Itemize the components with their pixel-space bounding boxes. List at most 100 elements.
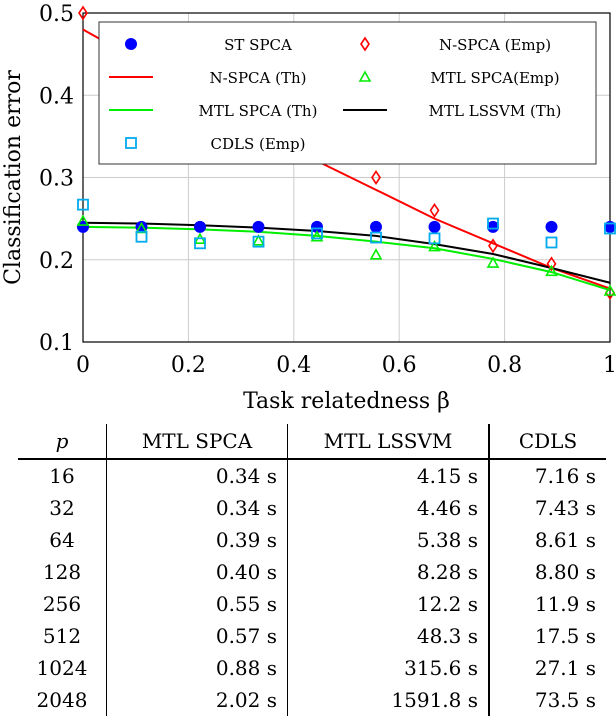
legend-marker-swatch	[125, 137, 137, 149]
data-point	[310, 220, 323, 233]
data-point	[603, 284, 616, 296]
table-cell: 2048	[18, 684, 107, 716]
column-header: p	[18, 424, 107, 460]
table-cell: 32	[18, 492, 107, 524]
data-point	[545, 236, 558, 249]
table-cell: 2.02 s	[106, 684, 288, 716]
series-line	[82, 221, 611, 284]
legend-entry: N-SPCA (Emp)	[439, 36, 551, 54]
series-line	[82, 225, 611, 292]
data-point	[370, 220, 383, 233]
data-point	[428, 239, 441, 252]
data-point	[487, 220, 500, 233]
table-cell: 7.16 s	[534, 464, 596, 488]
x-tick-label: 0.6	[382, 353, 417, 378]
table-cell: 4.46 s	[287, 492, 490, 524]
table-cell: 0.55 s	[106, 588, 288, 620]
table-cell: 256	[18, 588, 107, 620]
table-row: 512 0.57 s 48.3 s 17.5 s	[18, 620, 606, 652]
data-point	[487, 217, 499, 230]
table-row: 64 0.39 s 5.38 s 8.61 s	[18, 524, 606, 556]
data-point	[428, 232, 441, 245]
data-point	[77, 198, 89, 211]
plot-frame	[82, 12, 611, 343]
data-point	[252, 220, 265, 233]
data-point	[135, 230, 148, 243]
y-tick-label: 0.3	[39, 167, 74, 192]
table-cell: 11.9 s	[534, 592, 596, 616]
y-tick-label: 0.2	[39, 249, 74, 274]
x-tick-label: 0.8	[487, 353, 522, 378]
table-cell: 4.15 s	[287, 459, 490, 492]
table-cell: 0.34 s	[106, 492, 288, 524]
table-cell: 8.61 s	[534, 528, 596, 552]
table-cell: 5.38 s	[287, 524, 490, 556]
legend-marker-swatch	[125, 38, 137, 50]
table-header-row: p MTL SPCA MTL LSSVM CDLS	[18, 424, 606, 460]
legend	[98, 21, 597, 165]
data-point	[77, 220, 89, 233]
x-tick-label: 0.4	[276, 353, 311, 378]
table-cell: 8.80 s	[534, 560, 596, 584]
legend-entry: N-SPCA (Th)	[209, 69, 306, 87]
table-cell: 73.5 s	[534, 688, 596, 712]
table-cell: 16	[18, 459, 107, 492]
y-axis-label: Classification error	[1, 70, 26, 285]
table-row: 32 0.34 s 4.46 s 7.43 s	[18, 492, 606, 524]
data-point	[76, 214, 90, 226]
y-tick-label: 0.4	[39, 84, 74, 109]
table-row: 2048 2.02 s 1591.8 s 73.5 s	[18, 684, 606, 716]
table-cell: 7.43 s	[534, 496, 596, 520]
legend-entry: CDLS (Emp)	[211, 135, 306, 153]
data-point	[428, 220, 441, 233]
table-row: 16 0.34 s 4.15 s 7.16 s	[18, 459, 606, 492]
table-cell: 0.34 s	[106, 459, 288, 492]
data-point	[369, 248, 383, 260]
data-point	[371, 170, 381, 185]
legend-entry: MTL SPCA (Th)	[199, 102, 318, 120]
x-axis-label: Task relatedness β	[243, 389, 450, 414]
data-point	[546, 256, 557, 272]
data-point	[311, 227, 323, 240]
column-header: MTL LSSVM	[287, 424, 490, 460]
runtime-table: p MTL SPCA MTL LSSVM CDLS 16 0.34 s 4.15 s 7.1…	[18, 424, 606, 716]
legend-marker-swatch	[358, 70, 372, 82]
data-point	[193, 220, 206, 233]
legend-entry: MTL LSSVM (Th)	[429, 102, 562, 120]
column-header: MTL SPCA	[106, 424, 288, 460]
legend-marker-swatch	[360, 36, 370, 52]
classification-error-chart: 0 0.2 0.4 0.6 0.8 1 0.1 0.2 0.3 0.4 0.5 Task relate…	[1, 2, 616, 414]
table-cell: 8.28 s	[287, 556, 490, 588]
data-point	[604, 222, 616, 235]
y-tick-label: 0.1	[39, 331, 74, 356]
column-header: CDLS	[489, 424, 606, 460]
data-point	[545, 220, 558, 233]
table-row: 128 0.40 s 8.28 s 8.80 s	[18, 556, 606, 588]
x-tick-label: 0	[76, 353, 90, 378]
table-cell: 0.39 s	[106, 524, 288, 556]
legend-entry: ST SPCA	[224, 36, 292, 54]
data-point	[78, 5, 88, 21]
y-tick-label: 0.5	[39, 2, 74, 27]
x-tick-label: 1	[603, 353, 616, 378]
data-point	[310, 230, 324, 242]
table-cell: 315.6 s	[287, 652, 490, 684]
table-cell: 0.57 s	[106, 620, 288, 652]
table-cell: 512	[18, 620, 107, 652]
table-cell: 48.3 s	[287, 620, 490, 652]
data-point	[252, 235, 265, 248]
table-cell: 128	[18, 556, 107, 588]
x-tick-label: 0.2	[171, 353, 206, 378]
data-point	[486, 256, 500, 268]
table-cell: 17.5 s	[534, 624, 596, 648]
data-point	[429, 202, 440, 218]
data-point	[488, 238, 498, 254]
table-cell: 12.2 s	[287, 588, 490, 620]
data-point	[370, 231, 382, 244]
table-cell: 64	[18, 524, 107, 556]
legend-entry: MTL SPCA(Emp)	[430, 69, 559, 87]
table-cell: 0.88 s	[106, 652, 288, 684]
table-cell: 0.40 s	[106, 556, 288, 588]
data-point	[545, 264, 558, 277]
data-point	[194, 237, 206, 250]
